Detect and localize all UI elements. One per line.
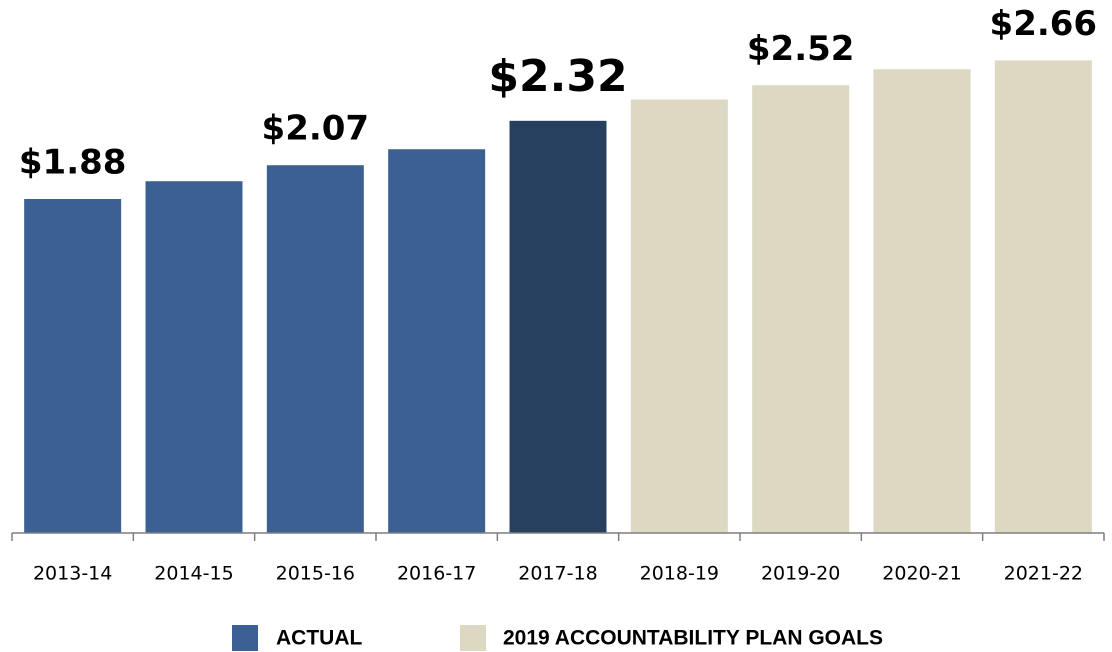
value-label: $2.32 — [488, 51, 627, 102]
legend-label: ACTUAL — [276, 627, 362, 650]
x-tick-label: 2016-17 — [397, 563, 476, 585]
value-label: $2.66 — [990, 4, 1098, 44]
bar — [509, 120, 607, 534]
bar — [24, 198, 122, 533]
x-tick-label: 2015-16 — [276, 563, 355, 585]
x-tick-label: 2020-21 — [882, 563, 961, 585]
x-tick-label: 2018-19 — [640, 563, 719, 585]
bar — [388, 149, 486, 534]
value-label: $2.52 — [747, 29, 855, 69]
x-tick-label: 2014-15 — [154, 563, 233, 585]
legend-label: 2019 ACCOUNTABILITY PLAN GOALS — [503, 627, 883, 650]
bar — [630, 99, 728, 533]
x-tick-label: 2019-20 — [761, 563, 840, 585]
bar — [752, 85, 850, 533]
legend-swatch — [460, 625, 486, 651]
bar — [994, 60, 1092, 533]
value-label: $1.88 — [19, 142, 127, 182]
legend-swatch — [232, 625, 258, 651]
x-tick-label: 2017-18 — [518, 563, 597, 585]
bar — [873, 69, 971, 533]
bar — [266, 165, 364, 534]
value-label: $2.07 — [262, 109, 370, 149]
bar — [145, 181, 243, 533]
x-tick-label: 2021-22 — [1004, 563, 1083, 585]
x-tick-label: 2013-14 — [33, 563, 112, 585]
